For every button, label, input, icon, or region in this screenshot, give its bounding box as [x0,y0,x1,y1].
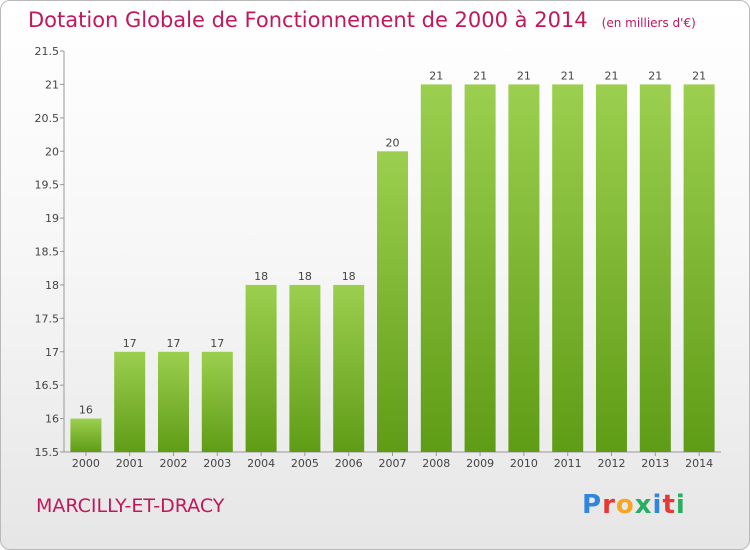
bar [114,351,146,453]
bar [683,84,715,453]
data-label: 21 [605,69,619,82]
bars [70,84,715,453]
y-tick-label: 16 [45,413,59,426]
x-tick-label: 2006 [335,457,363,470]
bar [596,84,627,453]
x-tick-label: 2012 [598,457,626,470]
y-tick-label: 18.5 [35,246,60,259]
data-label: 17 [167,337,181,350]
y-tick-label: 19 [45,212,59,225]
y-tick-label: 21 [45,78,59,91]
y-tick-label: 15.5 [35,446,60,459]
x-tick-label: 2009 [466,457,494,470]
x-tick-label: 2002 [160,457,188,470]
bar [70,418,102,452]
logo-letter: x [634,490,653,520]
data-label: 17 [210,337,224,350]
data-label: 18 [254,270,268,283]
logo-letter: i [652,490,663,520]
bar [158,351,189,453]
x-tick-label: 2004 [247,457,275,470]
x-tick-label: 2007 [379,457,407,470]
y-tick-label: 19.5 [35,179,60,192]
bar [508,84,540,453]
x-tick-label: 2008 [422,457,450,470]
logo-letter: P [582,490,603,520]
logo-letter: i [675,490,686,520]
logo-letter: t [662,490,676,520]
y-tick-label: 20.5 [35,112,60,125]
bar [377,151,408,453]
data-label: 17 [123,337,137,350]
bar [333,284,365,452]
data-label: 18 [342,270,356,283]
bar [639,84,671,453]
x-tick-label: 2005 [291,457,319,470]
x-tick-label: 2000 [72,457,100,470]
y-tick-label: 17.5 [35,312,60,325]
bar [420,84,452,453]
bar [552,84,584,453]
proxiti-logo: Proxiti [582,490,686,520]
y-tick-label: 21.5 [35,45,60,58]
title-text: Dotation Globale de Fonctionnement de 20… [28,8,588,32]
commune-name: MARCILLY-ET-DRACY [36,495,225,517]
x-tick-label: 2010 [510,457,538,470]
chart-title: Dotation Globale de Fonctionnement de 20… [28,8,696,32]
x-tick-label: 2014 [685,457,713,470]
data-label: 21 [648,69,662,82]
bar [464,84,496,453]
data-label: 16 [79,404,93,417]
data-label: 21 [692,69,706,82]
data-label: 18 [298,270,312,283]
x-tick-label: 2001 [116,457,144,470]
logo-letter: o [615,490,635,520]
bar [201,351,233,453]
y-tick-label: 17 [45,346,59,359]
x-tick-label: 2011 [554,457,582,470]
axes: 15.5 16 16.5 17 17.5 18 18.5 19 19.5 20 20.5 21 21.5 [35,45,721,459]
data-label: 21 [473,69,487,82]
x-tick-label: 2013 [641,457,669,470]
y-tick-label: 16.5 [35,379,60,392]
data-label: 21 [561,69,575,82]
y-tick-label: 20 [45,145,59,158]
data-label: 21 [429,69,443,82]
bar [245,284,277,452]
logo-letter: r [602,490,616,520]
data-label: 20 [386,136,400,149]
unit-label: (en milliers d'€) [601,16,696,30]
x-tick-label: 2003 [203,457,231,470]
bar [289,284,321,452]
data-label: 21 [517,69,531,82]
y-tick-label: 18 [45,279,59,292]
labels: 2000 16 2001 17 2002 17 2003 17 2004 18 2005 18 2006… [72,69,713,470]
